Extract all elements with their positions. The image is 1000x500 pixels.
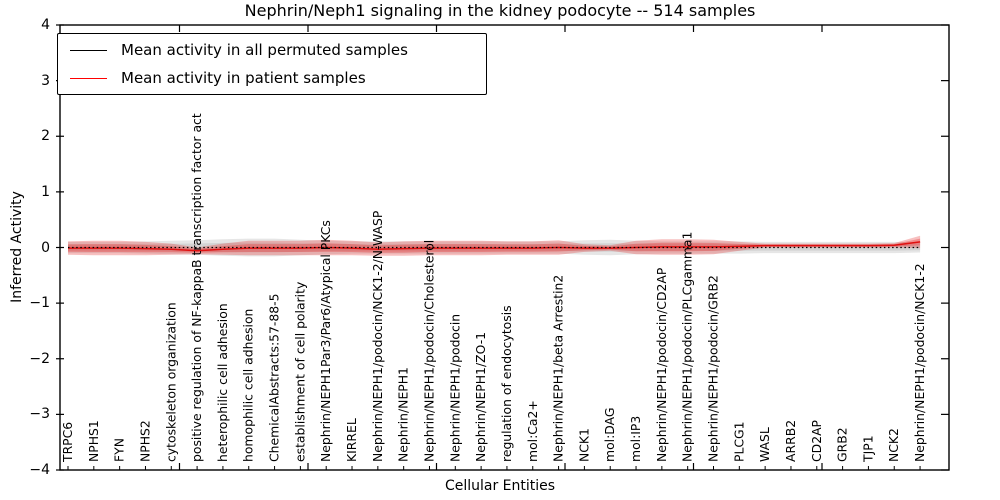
x-tick-label: establishment of cell polarity <box>292 281 308 462</box>
x-tick-label: TRPC6 <box>60 421 75 462</box>
legend: Mean activity in all permuted samples Me… <box>57 33 487 95</box>
x-tick-label: PLCG1 <box>731 421 747 462</box>
x-tick-label: NPHS1 <box>85 420 101 462</box>
x-tick-label: TJP1 <box>860 435 876 462</box>
y-tick-label: 0 <box>41 239 50 256</box>
legend-label: Mean activity in all permuted samples <box>121 41 408 59</box>
x-tick-label: Nephrin/NEPH1Par3/Par6/Atypical PKCs <box>318 220 334 462</box>
y-tick-label: 2 <box>41 128 50 145</box>
x-tick-label: CD2AP <box>808 419 824 462</box>
y-tick-label: −2 <box>29 350 50 367</box>
y-tick-label: −3 <box>29 406 50 423</box>
x-tick-label: cytoskeleton organization <box>163 302 179 462</box>
x-tick-label: WASL <box>757 427 773 462</box>
x-tick-label: Nephrin/NEPH1/ZO-1 <box>473 331 489 462</box>
x-tick-label: GRB2 <box>834 427 850 462</box>
x-tick-label: mol:Ca2+ <box>524 400 540 462</box>
x-tick-label: Nephrin/NEPH1/podocin/GRB2 <box>705 275 721 462</box>
x-tick-label: Nephrin/NEPH1/podocin/NCK1-2 <box>912 263 928 462</box>
x-tick-label: FYN <box>111 438 127 462</box>
x-tick-label: heterophilic cell adhesion <box>214 303 230 462</box>
legend-line-sample-black <box>70 49 107 51</box>
x-tick-label: Nephrin/NEPH1 <box>395 367 411 462</box>
y-tick-label: 1 <box>41 183 50 200</box>
x-tick-label: regulation of endocytosis <box>498 305 514 462</box>
x-tick-label: Nephrin/NEPH1/beta Arrestin2 <box>550 274 566 462</box>
x-tick-label: Nephrin/NEPH1/podocin/PLCgamma1 <box>679 231 695 462</box>
x-tick-label: mol:DAG <box>602 407 618 462</box>
x-tick-label: ChemicalAbstracts:57-88-5 <box>266 293 282 463</box>
chart-title: Nephrin/Neph1 signaling in the kidney po… <box>244 1 756 20</box>
legend-item-patient: Mean activity in patient samples <box>58 64 486 92</box>
y-tick-label: 3 <box>41 72 50 89</box>
x-tick-label: KIRREL <box>344 418 359 462</box>
x-tick-label: NCK2 <box>886 428 902 462</box>
legend-line-sample-red <box>70 77 107 79</box>
x-tick-label: ARRB2 <box>783 419 798 462</box>
x-tick-label: positive regulation of NF-kappaB transcr… <box>189 113 205 462</box>
x-tick-label: Nephrin/NEPH1/podocin/Cholesterol <box>421 239 437 462</box>
band <box>68 238 921 253</box>
x-tick-label: NCK1 <box>576 428 592 462</box>
x-tick-label: Nephrin/NEPH1/podocin/CD2AP <box>653 267 669 462</box>
legend-label: Mean activity in patient samples <box>121 69 366 87</box>
x-tick-label: mol:IP3 <box>628 415 643 462</box>
x-tick-label: NPHS2 <box>137 420 153 462</box>
x-tick-label: Nephrin/NEPH1/podocin <box>447 313 463 462</box>
x-tick-label: homophilic cell adhesion <box>240 308 256 462</box>
mean-line <box>68 241 921 252</box>
y-tick-label: 4 <box>41 17 50 33</box>
x-axis-label: Cellular Entities <box>444 478 556 494</box>
y-tick-label: −1 <box>29 295 50 312</box>
band <box>68 235 921 256</box>
legend-item-permuted: Mean activity in all permuted samples <box>58 36 486 64</box>
y-tick-label: −4 <box>29 462 50 478</box>
x-tick-label: Nephrin/NEPH1/podocin/NCK1-2/N-WASP <box>369 210 385 462</box>
